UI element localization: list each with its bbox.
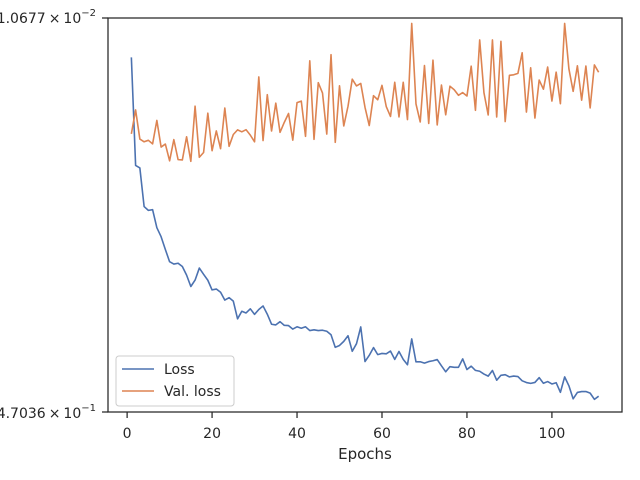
y-axis-ticks: 1.0677 × 10−2 4.7036 × 10−1 [0, 8, 108, 422]
y-tick-label-top: 1.0677 × 10−2 [0, 8, 96, 27]
x-axis-ticks: 0 20 40 60 80 100 [123, 412, 566, 442]
series-line-val-loss [130, 22, 600, 163]
legend-label-loss: Loss [164, 362, 195, 378]
x-tick-label-80: 80 [458, 426, 476, 442]
legend: Loss Val. loss [115, 355, 235, 407]
x-axis-label: Epochs [338, 445, 392, 463]
series-layer [130, 22, 600, 401]
plot-area [130, 22, 600, 401]
y-tick-label-bottom: 4.7036 × 10−1 [0, 403, 96, 422]
x-tick-label-20: 20 [203, 426, 221, 442]
legend-label-val-loss: Val. loss [164, 384, 221, 400]
axes-frame [107, 17, 623, 413]
x-tick-label-100: 100 [539, 426, 566, 442]
series-line-loss [130, 57, 600, 401]
x-tick-label-60: 60 [373, 426, 391, 442]
x-tick-label-40: 40 [288, 426, 306, 442]
x-tick-label-0: 0 [123, 426, 132, 442]
